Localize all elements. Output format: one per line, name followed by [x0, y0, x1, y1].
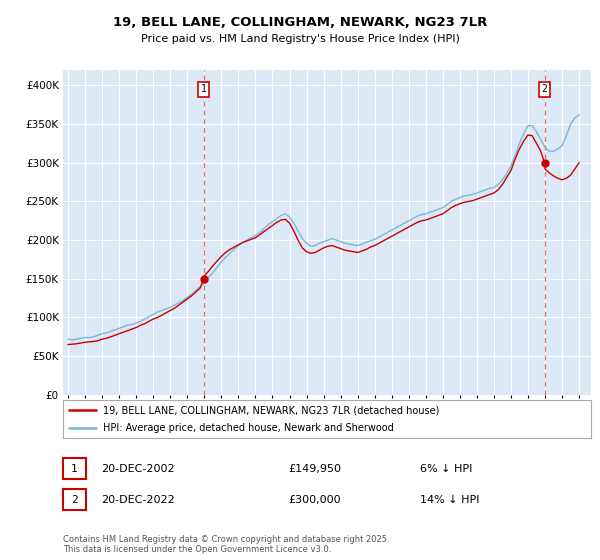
- Text: Price paid vs. HM Land Registry's House Price Index (HPI): Price paid vs. HM Land Registry's House …: [140, 34, 460, 44]
- Text: 2: 2: [542, 85, 547, 94]
- Text: 20-DEC-2022: 20-DEC-2022: [101, 494, 175, 505]
- Text: 2: 2: [71, 494, 78, 505]
- Text: £149,950: £149,950: [288, 464, 341, 474]
- Text: 6% ↓ HPI: 6% ↓ HPI: [420, 464, 472, 474]
- Text: 20-DEC-2002: 20-DEC-2002: [101, 464, 175, 474]
- Text: 1: 1: [201, 85, 207, 94]
- Text: £300,000: £300,000: [288, 494, 341, 505]
- Text: 1: 1: [71, 464, 78, 474]
- Text: 14% ↓ HPI: 14% ↓ HPI: [420, 494, 479, 505]
- Text: 19, BELL LANE, COLLINGHAM, NEWARK, NG23 7LR (detached house): 19, BELL LANE, COLLINGHAM, NEWARK, NG23 …: [103, 405, 439, 415]
- Text: 19, BELL LANE, COLLINGHAM, NEWARK, NG23 7LR: 19, BELL LANE, COLLINGHAM, NEWARK, NG23 …: [113, 16, 487, 29]
- Text: HPI: Average price, detached house, Newark and Sherwood: HPI: Average price, detached house, Newa…: [103, 423, 394, 433]
- Text: Contains HM Land Registry data © Crown copyright and database right 2025.
This d: Contains HM Land Registry data © Crown c…: [63, 535, 389, 554]
